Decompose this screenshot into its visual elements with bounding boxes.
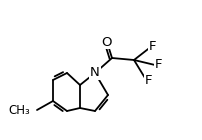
Text: O: O bbox=[102, 36, 112, 48]
Text: F: F bbox=[154, 59, 162, 72]
Text: F: F bbox=[148, 39, 156, 52]
Text: F: F bbox=[144, 74, 152, 87]
Text: N: N bbox=[90, 66, 100, 80]
Text: CH₃: CH₃ bbox=[8, 103, 30, 116]
